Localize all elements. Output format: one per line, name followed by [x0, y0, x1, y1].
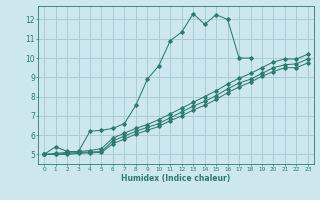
- X-axis label: Humidex (Indice chaleur): Humidex (Indice chaleur): [121, 174, 231, 183]
